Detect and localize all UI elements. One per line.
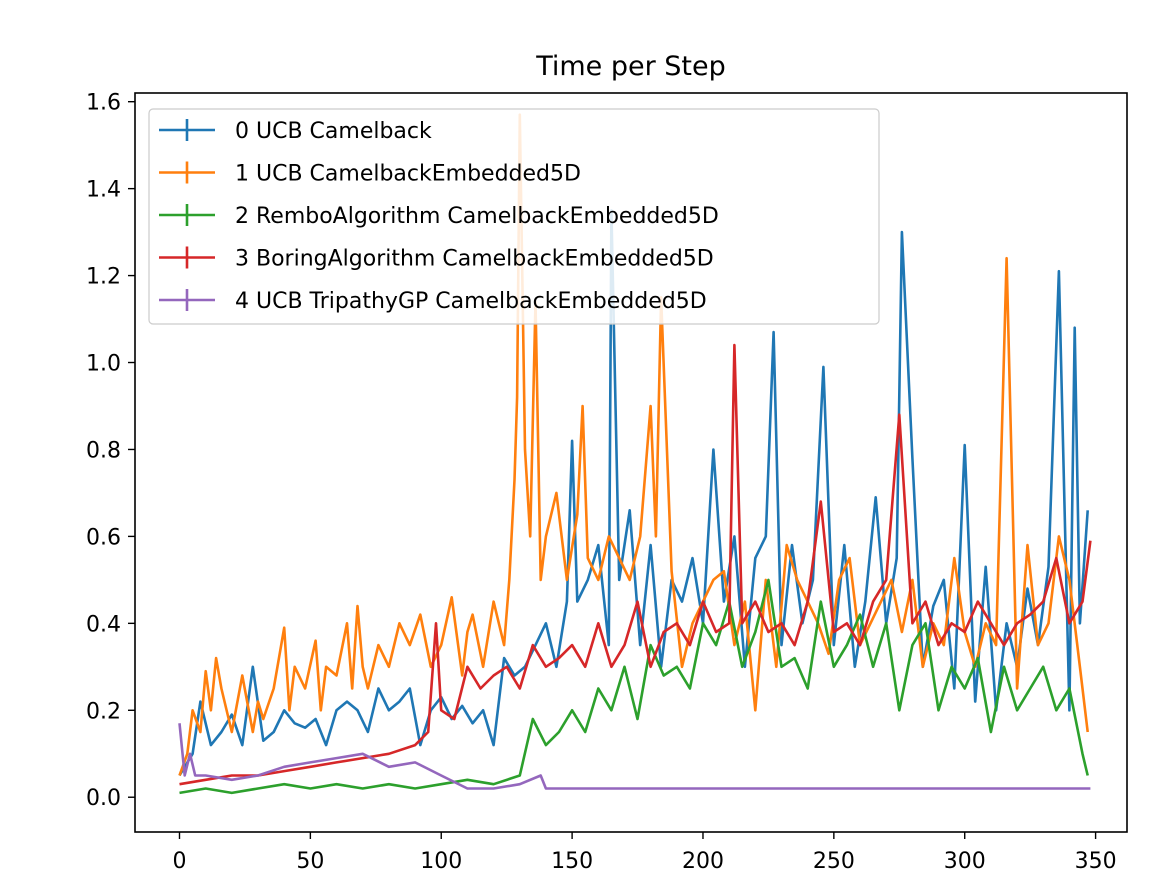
y-tick-label: 1.2 [86, 265, 121, 290]
legend-entry: 0 UCB Camelback [159, 119, 432, 144]
axes-frame [134, 92, 1128, 833]
axis-ticks: 0 50 100 150 200 250 300 350 0.0 0.2 0.4 0.6 0.8 1.0 1… [86, 91, 1117, 874]
series-line-2 [179, 578, 1089, 795]
y-tick-label: 0.8 [86, 438, 121, 463]
plot-area-series [178, 113, 1092, 795]
x-tick-label: 150 [551, 849, 593, 874]
x-tick-label: 250 [813, 849, 855, 874]
legend-entry: 2 RemboAlgorithm CamelbackEmbedded5D [159, 204, 719, 229]
legend-box [148, 108, 880, 325]
legend: 0 UCB Camelback 1 UCB CamelbackEmbedded5D… [148, 108, 880, 325]
y-tick-label: 1.4 [86, 178, 121, 203]
legend-label: 3 BoringAlgorithm CamelbackEmbedded5D [235, 247, 714, 272]
x-tick-label: 350 [1075, 849, 1117, 874]
legend-label: 4 UCB TripathyGP CamelbackEmbedded5D [235, 289, 707, 314]
x-tick-label: 300 [944, 849, 986, 874]
legend-label: 0 UCB Camelback [235, 119, 432, 144]
legend-entry: 1 UCB CamelbackEmbedded5D [159, 161, 581, 187]
y-tick-label: 0.6 [86, 525, 121, 550]
series-line-4 [178, 723, 1091, 790]
legend-label: 1 UCB CamelbackEmbedded5D [235, 162, 581, 187]
x-tick-label: 50 [296, 849, 324, 874]
y-tick-label: 0.2 [86, 699, 121, 724]
y-tick-label: 1.0 [86, 352, 121, 377]
legend-entry: 3 BoringAlgorithm CamelbackEmbedded5D [159, 246, 714, 272]
series-line-3 [179, 343, 1092, 786]
x-tick-label: 100 [420, 849, 462, 874]
series-line-0 [178, 209, 1089, 777]
x-tick-label: 200 [682, 849, 724, 874]
x-tick-label: 0 [172, 849, 186, 874]
legend-entry: 4 UCB TripathyGP CamelbackEmbedded5D [159, 289, 707, 314]
y-tick-label: 0.0 [86, 786, 121, 811]
y-tick-label: 1.6 [86, 91, 121, 116]
y-tick-label: 0.4 [86, 612, 121, 637]
legend-label: 2 RemboAlgorithm CamelbackEmbedded5D [235, 204, 719, 229]
chart-title: Time per Step [535, 51, 726, 82]
